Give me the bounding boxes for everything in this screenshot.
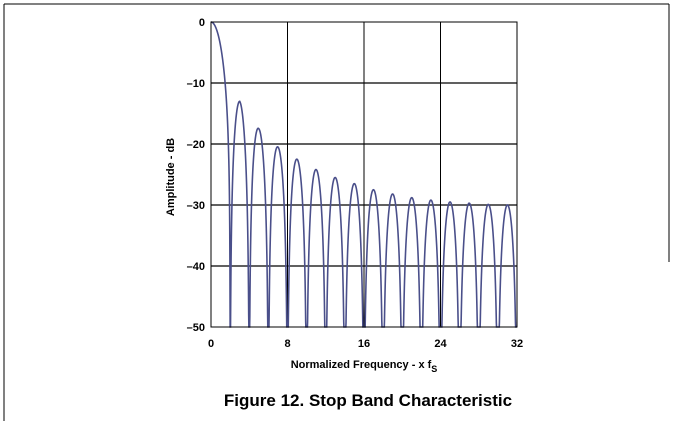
y-axis-title: Amplitude - dB	[165, 138, 177, 216]
y-tick-labels: 0 –10 –20 –30 –40 –50	[187, 17, 205, 334]
plot-border	[210, 21, 518, 328]
figure-caption: Figure 12. Stop Band Characteristic	[224, 391, 512, 410]
x-axis-title: Normalized Frequency - x fS	[291, 359, 438, 374]
x-tick-labels: 0 8 16 24 32	[208, 338, 523, 350]
x-tick-label: 8	[284, 338, 290, 350]
x-tick-label: 0	[208, 338, 214, 350]
y-tick-label: –10	[187, 78, 205, 90]
x-tick-label: 24	[434, 338, 447, 350]
x-tick-label: 16	[358, 338, 370, 350]
y-tick-label: –20	[187, 139, 205, 151]
y-tick-label: –30	[187, 200, 205, 212]
y-tick-label: –50	[187, 322, 205, 334]
x-tick-label: 32	[511, 338, 523, 350]
grid-layer	[211, 22, 517, 327]
y-tick-label: 0	[199, 17, 205, 29]
y-tick-label: –40	[187, 261, 205, 273]
x-axis-title-subscript: S	[431, 364, 437, 374]
x-axis-title-main: Normalized Frequency - x f	[291, 359, 432, 371]
